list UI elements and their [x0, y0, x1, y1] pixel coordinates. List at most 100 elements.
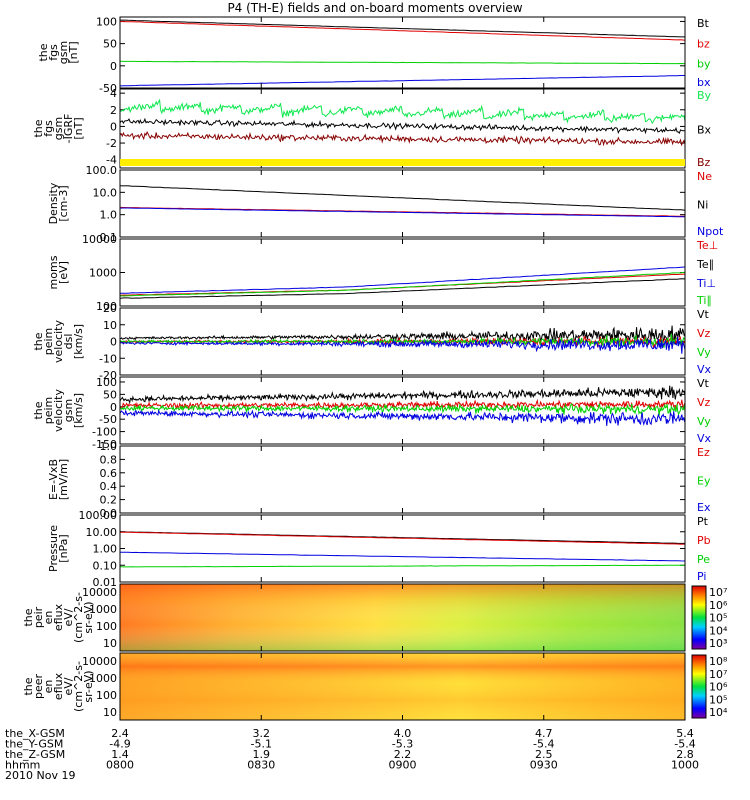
- y-tick-label: 10: [103, 319, 117, 332]
- y-tick-label: 1000: [89, 672, 117, 685]
- footer-value: -4.9: [109, 738, 130, 751]
- heatmap-overlay: [120, 584, 685, 651]
- legend-entry: Vz: [697, 327, 711, 340]
- legend-entry: Ni: [697, 199, 708, 212]
- y-axis-label: gsm: [52, 117, 65, 140]
- series-line-Vy: [119, 403, 686, 416]
- footer-value: 0930: [530, 759, 558, 772]
- y-axis-label: fgs: [42, 120, 55, 137]
- y-tick-label: 0.10: [93, 559, 118, 572]
- y-tick-label: 0.01: [93, 576, 118, 589]
- footer-value: 1000: [671, 759, 699, 772]
- y-tick-label: 100: [96, 15, 117, 28]
- legend-entry: Vy: [697, 346, 711, 359]
- footer-value: 0830: [247, 759, 275, 772]
- y-tick-label: 20: [103, 302, 117, 315]
- panel-peer: [119, 652, 707, 721]
- legend-entry: Pb: [697, 534, 711, 547]
- y-axis-label: the: [22, 608, 35, 626]
- y-tick-label: 100.00: [79, 509, 118, 522]
- y-axis-label: gsm: [62, 399, 75, 422]
- y-axis-label: [eV]: [57, 261, 70, 284]
- series-line-Bt: [120, 19, 685, 38]
- y-tick-label: 4: [110, 87, 117, 100]
- y-tick-label: 0: [110, 120, 117, 133]
- y-tick-label: -20: [99, 369, 117, 382]
- y-axis-label: Pressure: [47, 525, 60, 572]
- series-line-Vz: [119, 398, 686, 411]
- y-tick-label: 0.1: [100, 231, 118, 244]
- legend-entry: Ex: [697, 501, 711, 514]
- data-quality-bar: [120, 159, 685, 166]
- footer-value: 4.7: [535, 727, 553, 740]
- y-axis-label: velocity: [52, 320, 65, 363]
- legend-entry: Pt: [697, 515, 709, 528]
- y-tick-label: 0.6: [100, 467, 118, 480]
- y-tick-label: 1.00: [93, 543, 118, 556]
- y-tick-label: 1000: [89, 267, 117, 280]
- colorbar: [691, 654, 707, 719]
- y-axis-label: [nT]: [72, 117, 85, 139]
- panel-frame: [119, 514, 686, 583]
- legend-entry: Te⊥: [696, 239, 718, 252]
- y-tick-label: 0: [110, 60, 117, 73]
- panel-temp: [119, 238, 686, 307]
- y-axis-label: peim: [42, 328, 55, 356]
- legend-entry: Vt: [697, 308, 710, 321]
- panel-peim-gsm: [119, 376, 686, 445]
- footer-value: -5.4: [533, 738, 554, 751]
- y-axis-label: eV/: [62, 677, 75, 695]
- series-line-by: [119, 60, 686, 65]
- panel-peir: [119, 583, 707, 652]
- y-tick-label: 100: [96, 689, 117, 702]
- panel-frame: [119, 445, 686, 514]
- y-tick-label: 0.0: [100, 507, 118, 520]
- footer-value: 5.4: [676, 727, 694, 740]
- legend-entry: bz: [697, 37, 710, 50]
- y-axis-label: [nT]: [67, 41, 80, 63]
- y-tick-label: 1000: [89, 603, 117, 616]
- legend-entry: By: [697, 89, 712, 102]
- y-axis-label: [nPa]: [57, 534, 70, 562]
- footer-value: 4.0: [394, 727, 412, 740]
- legend-entry: Ti∥: [696, 294, 712, 307]
- panel-frame: [119, 169, 686, 238]
- y-tick-label: -150: [92, 438, 117, 451]
- y-axis-label: sr-eV): [82, 670, 95, 702]
- legend-entry: Vt: [697, 377, 710, 390]
- y-axis-label: -IGRF: [62, 114, 75, 144]
- panel-density: [119, 169, 686, 238]
- y-axis-label: en: [42, 611, 55, 625]
- legend-entry: Ne: [697, 170, 712, 183]
- y-axis-label: dsl: [62, 334, 75, 350]
- footer-value: 2.2: [394, 748, 412, 761]
- legend-entry: Ez: [697, 446, 710, 459]
- y-axis-label: the: [37, 43, 50, 61]
- series-line-Npot: [119, 207, 685, 218]
- footer-value: -5.4: [674, 738, 695, 751]
- y-tick-label: 10.00: [86, 526, 118, 539]
- series-line-Bx: [119, 117, 686, 135]
- panel-peim-dsl: [119, 307, 686, 376]
- heatmap-overlay: [120, 653, 685, 720]
- colorbar-tick-label: 10⁵: [709, 693, 727, 706]
- legend-entry: Pi: [697, 570, 706, 583]
- legend-entry: Vz: [697, 396, 711, 409]
- y-tick-label: 100.0: [86, 164, 118, 177]
- y-tick-label: 100: [96, 376, 117, 389]
- colorbar-tick-label: 10⁴: [709, 706, 728, 719]
- y-axis-label: eflux: [52, 603, 65, 631]
- y-axis-label: E=-VxB: [47, 459, 60, 500]
- y-tick-label: 100: [96, 300, 117, 313]
- y-tick-label: 100: [96, 620, 117, 633]
- y-axis-label: gsm: [57, 41, 70, 64]
- legend-entry: Npot: [697, 225, 724, 238]
- y-tick-label: -100: [92, 426, 117, 439]
- y-axis-label: peim: [42, 397, 55, 425]
- y-tick-label: -2: [106, 137, 117, 150]
- footer-row-label: the_Y-GSM: [5, 738, 63, 751]
- y-axis-label: Density: [47, 182, 60, 224]
- series-line-bz: [119, 21, 686, 41]
- series-line-Ti⊥: [120, 266, 686, 294]
- y-tick-label: 0.8: [100, 453, 118, 466]
